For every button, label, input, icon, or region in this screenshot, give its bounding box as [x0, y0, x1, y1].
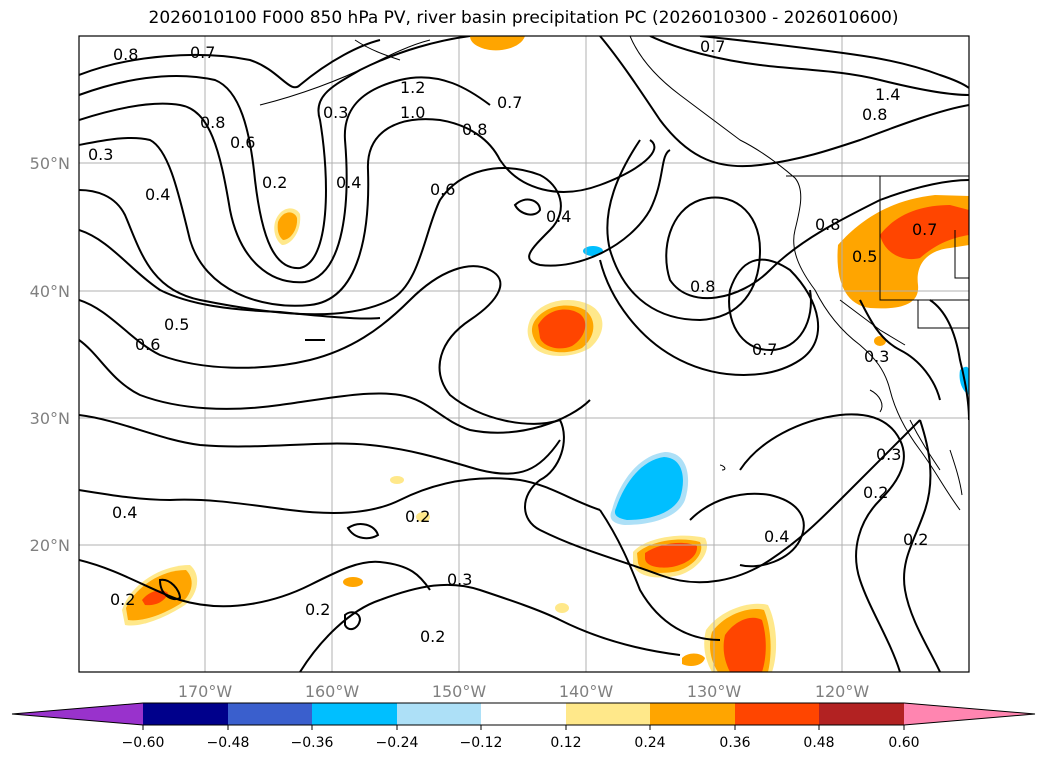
- lat-tick-labels: 50°N 40°N 30°N 20°N: [30, 154, 70, 555]
- contour-label: 0.7: [752, 340, 777, 359]
- contour-label: 0.3: [447, 570, 472, 589]
- colorbar-extend-high: [904, 703, 1035, 725]
- contour-label: 0.2: [305, 600, 330, 619]
- contour-label: 0.5: [852, 247, 877, 266]
- lon-tick-label: 160°W: [305, 682, 360, 701]
- colorbar-segment: [819, 703, 904, 725]
- lon-tick-label: 130°W: [687, 682, 742, 701]
- contour-label: 0.3: [876, 445, 901, 464]
- colorbar-tick-label: 0.12: [550, 735, 581, 751]
- contour-label: 0.6: [135, 335, 160, 354]
- contour-label: 1.2: [400, 78, 425, 97]
- contour-label: 1.0: [400, 103, 425, 122]
- contour-label: 0.4: [112, 503, 137, 522]
- colorbar-tick-label: 0.48: [803, 735, 834, 751]
- contour-label: 0.2: [420, 627, 445, 646]
- contour-label: 0.6: [430, 180, 455, 199]
- grid: [79, 36, 969, 672]
- colorbar-tick-label: −0.36: [291, 735, 334, 751]
- contour-label: 0.8: [815, 215, 840, 234]
- colorbar-segment: [735, 703, 819, 725]
- contour-label: 0.8: [200, 113, 225, 132]
- contour-label: 0.4: [336, 173, 361, 192]
- colorbar-tick-label: −0.12: [460, 735, 503, 751]
- colorbar-segment: [228, 703, 312, 725]
- lat-tick-label: 20°N: [30, 536, 70, 555]
- contour-label: 0.3: [864, 347, 889, 366]
- map-title: 2026010100 F000 850 hPa PV, river basin …: [148, 8, 899, 28]
- contour-label: 0.2: [405, 507, 430, 526]
- colorbar-tick-label: 0.36: [719, 735, 750, 751]
- colorbar: −0.60 −0.48 −0.36 −0.24 −0.12 0.12 0.24 …: [11, 702, 1036, 751]
- colorbar-segment: [397, 703, 481, 725]
- colorbar-segment: [143, 703, 228, 725]
- colorbar-segment: [481, 703, 566, 725]
- contour-label: 0.8: [113, 45, 138, 64]
- lon-tick-label: 120°W: [815, 682, 870, 701]
- colorbar-segment: [566, 703, 650, 725]
- contour-label-group: 0.8 0.7 1.2 1.0 0.8 0.7 0.7 1.4 0.8 0.3 …: [88, 37, 937, 646]
- lon-tick-label: 170°W: [178, 682, 233, 701]
- lat-tick-label: 50°N: [30, 154, 70, 173]
- contour-label: 0.8: [690, 277, 715, 296]
- colorbar-tick-label: 0.60: [888, 735, 919, 751]
- contour-label: 0.4: [145, 185, 170, 204]
- contour-label: 0.7: [497, 93, 522, 112]
- contour-label: 0.2: [903, 530, 928, 549]
- contour-label: 0.8: [462, 120, 487, 139]
- map-panel: [79, 36, 969, 672]
- contour-label: 0.4: [764, 527, 789, 546]
- contour-label: 0.7: [190, 43, 215, 62]
- map-border: [78, 35, 970, 673]
- contour-label: 0.7: [912, 220, 937, 239]
- contour-label: 0.2: [863, 483, 888, 502]
- colorbar-extend-low: [12, 703, 143, 725]
- contour-label: 0.7: [700, 37, 725, 56]
- pv-contours: [79, 36, 969, 672]
- colorbar-tick-label: −0.48: [207, 735, 250, 751]
- contour-label: 0.2: [262, 173, 287, 192]
- lon-tick-label: 150°W: [432, 682, 487, 701]
- contour-label: 0.3: [88, 145, 113, 164]
- contour-label: 0.6: [230, 133, 255, 152]
- colorbar-tick-label: 0.24: [634, 735, 665, 751]
- lat-tick-label: 30°N: [30, 409, 70, 428]
- colorbar-segment: [312, 703, 397, 725]
- contour-label: 0.5: [164, 315, 189, 334]
- shaded-anomalies: [122, 36, 969, 672]
- contour-label: 0.2: [110, 590, 135, 609]
- contour-label: 0.3: [323, 103, 348, 122]
- contour-label: 0.8: [862, 105, 887, 124]
- lat-tick-label: 40°N: [30, 282, 70, 301]
- contour-label: 0.4: [546, 207, 571, 226]
- colorbar-tick-label: −0.60: [122, 735, 165, 751]
- lon-tick-label: 140°W: [559, 682, 614, 701]
- colorbar-segment: [650, 703, 735, 725]
- contour-label: 1.4: [875, 85, 900, 104]
- coastlines: [259, 36, 969, 511]
- lon-tick-labels: 170°W 160°W 150°W 140°W 130°W 120°W: [178, 682, 870, 701]
- colorbar-tick-label: −0.24: [376, 735, 419, 751]
